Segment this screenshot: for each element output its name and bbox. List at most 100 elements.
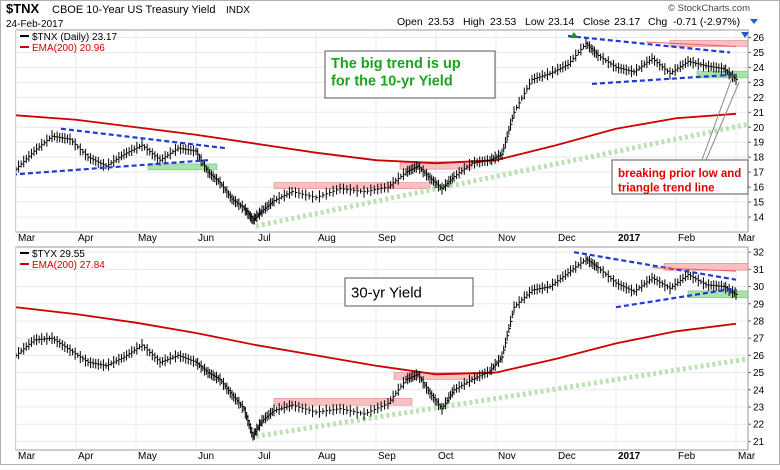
red-zone [393, 372, 479, 380]
ema-200-line [16, 112, 737, 165]
x-tick-label: Mar [18, 233, 36, 244]
y-tick-label: 24 [753, 63, 765, 74]
x-tick-label: Sep [378, 233, 396, 244]
panel-bottom: 21 22 23 24 25 26 27 28 29 30 31 32 Mar Apr May Jun Jul A… [15, 246, 765, 462]
x-tick-label: Jun [198, 451, 214, 462]
blue-trendline [60, 127, 227, 150]
ohlc-chg-label: Chg [648, 16, 667, 28]
x-tick-label: Aug [318, 451, 336, 462]
ohlc-chg-value: -0.71 (-2.97%) [673, 16, 740, 28]
annotation-text: The big trend is up [331, 56, 461, 72]
down-marker-icon [741, 32, 749, 38]
x-tick-label: Nov [498, 233, 516, 244]
y-tick-label: 26 [753, 33, 765, 44]
legend-label: $TNX (Daily) 23.17 [32, 32, 117, 43]
y-tick-label: 21 [753, 437, 765, 448]
y-tick-label: 32 [753, 248, 765, 259]
ohlc-low-value: 23.14 [548, 16, 574, 28]
x-tick-label: Apr [78, 233, 94, 244]
blue-trendline [615, 287, 737, 309]
x-tick-label: Dec [558, 451, 576, 462]
plot-area [15, 246, 749, 451]
annotation-arrow [701, 74, 734, 161]
y-tick-label: 22 [753, 420, 765, 431]
x-tick-label: 2017 [618, 451, 641, 462]
y-tick-label: 21 [753, 108, 765, 119]
annotation-text: 30-yr Yield [351, 284, 422, 301]
x-tick-label: Jun [198, 233, 214, 244]
x-tick-label: Feb [678, 233, 696, 244]
y-tick-label: 22 [753, 93, 765, 104]
annotation-text: triangle trend line [618, 183, 715, 195]
x-tick-label: May [138, 233, 157, 244]
green-zone [147, 163, 218, 171]
x-tick-label: Oct [438, 451, 454, 462]
up-marker-icon [570, 32, 578, 38]
x-tick-label: Mar [738, 451, 756, 462]
blue-trendline [573, 251, 737, 281]
x-tick-label: Feb [678, 451, 696, 462]
y-tick-label: 19 [753, 138, 765, 149]
symbol-description: CBOE 10-Year US Treasury Yield [52, 4, 215, 16]
y-tick-label: 25 [753, 48, 765, 59]
y-tick-label: 15 [753, 198, 765, 209]
symbol-label: $TNX [6, 1, 40, 16]
x-tick-label: May [138, 451, 157, 462]
ohlc-open-label: Open [397, 16, 423, 28]
annotation-text: for the 10-yr Yield [331, 74, 453, 90]
x-tick-label: Jul [258, 451, 271, 462]
green-zone [687, 290, 748, 299]
x-tick-label: Sep [378, 451, 396, 462]
x-tick-label: Mar [738, 233, 756, 244]
resistance-line [645, 41, 737, 47]
y-tick-label: 17 [753, 168, 765, 179]
legend-swatch [20, 46, 29, 48]
legend-label: EMA(200) 20.96 [32, 43, 105, 54]
ohlc-close-value: 23.17 [614, 16, 640, 28]
ema-200-line [16, 306, 737, 376]
legend-swatch [20, 35, 29, 37]
y-tick-label: 14 [753, 213, 765, 224]
chart-date: 24-Feb-2017 [6, 19, 64, 30]
x-tick-label: Jul [258, 233, 271, 244]
x-tick-label: Apr [78, 451, 94, 462]
y-tick-label: 23 [753, 78, 765, 89]
panel-top: 14 15 16 17 18 19 20 21 22 23 24 25 26 Mar Apr May Jun Ju… [15, 29, 765, 244]
x-tick-label: Oct [438, 233, 454, 244]
legend-label: EMA(200) 27.84 [32, 260, 105, 271]
ohlc-high-label: High [463, 16, 485, 28]
legend-label: $TYX 29.55 [32, 249, 85, 260]
y-tick-label: 26 [753, 351, 765, 362]
watermark: © StockCharts.com [668, 3, 750, 14]
x-tick-label: Nov [498, 451, 516, 462]
legend-swatch [20, 263, 29, 265]
ohlc-close-label: Close [583, 16, 610, 28]
chg-down-arrow-icon [750, 19, 758, 24]
green-support-trendline [255, 356, 748, 439]
ohlc-high-value: 23.53 [490, 16, 516, 28]
blue-trendline [567, 34, 731, 54]
annotation-arrow [705, 82, 740, 161]
ohlc-low-label: Low [525, 16, 545, 28]
annotation-box [344, 277, 474, 307]
annotation-text: breaking prior low and [618, 168, 741, 180]
y-tick-label: 20 [753, 123, 765, 134]
blue-trendline [591, 73, 731, 85]
y-tick-label: 23 [753, 402, 765, 413]
annotation-box [324, 50, 496, 99]
annotation-box [611, 159, 749, 195]
y-tick-label: 28 [753, 316, 765, 327]
y-tick-label: 16 [753, 183, 765, 194]
plot-inner [16, 247, 748, 450]
x-tick-label: Mar [18, 451, 36, 462]
y-tick-label: 24 [753, 385, 765, 396]
y-tick-label: 31 [753, 265, 765, 276]
y-tick-label: 25 [753, 368, 765, 379]
y-tick-label: 29 [753, 299, 765, 310]
exchange-label: INDX [226, 5, 250, 16]
x-tick-label: Aug [318, 233, 336, 244]
x-tick-label: Dec [558, 233, 576, 244]
red-zone [273, 182, 431, 189]
x-tick-label: 2017 [618, 233, 641, 244]
